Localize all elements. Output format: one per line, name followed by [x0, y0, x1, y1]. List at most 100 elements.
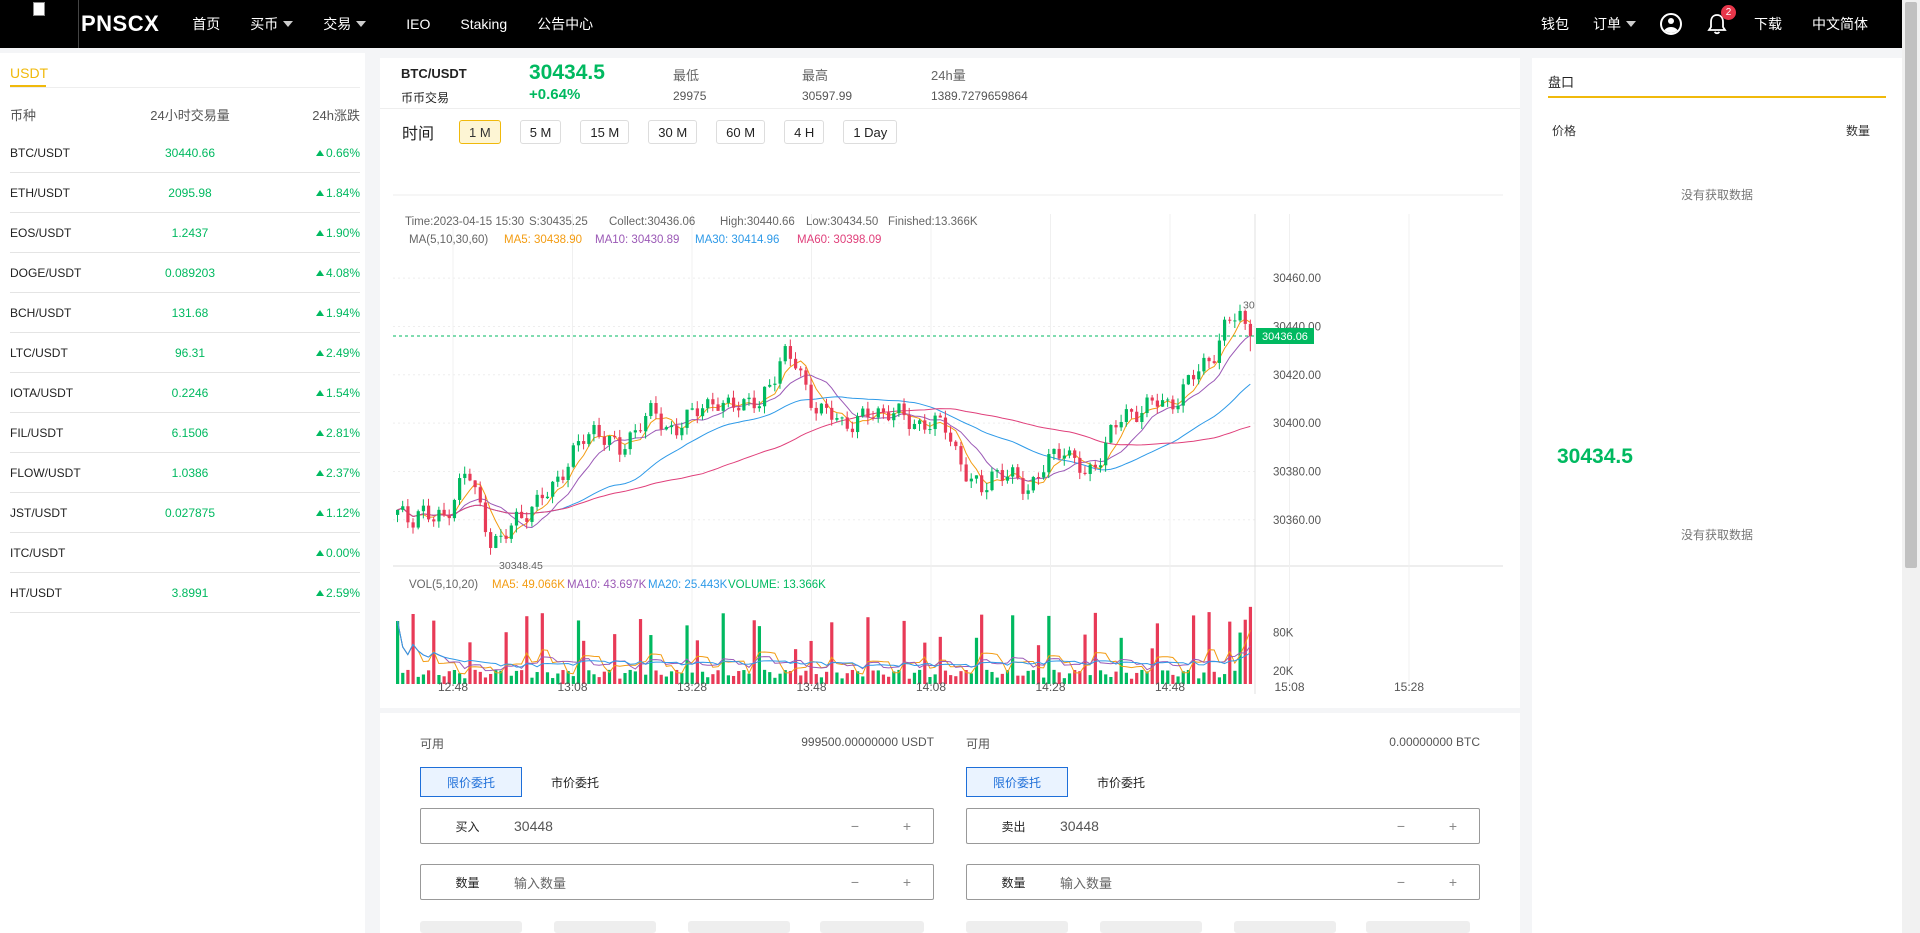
volume-bar: [783, 670, 787, 684]
sell-price-increment[interactable]: +: [1448, 818, 1458, 834]
nav-staking[interactable]: Staking: [460, 16, 507, 32]
tab-usdt[interactable]: USDT: [10, 65, 48, 87]
candle-body: [778, 361, 782, 384]
candle-body: [1160, 400, 1165, 407]
percent-option-placeholder[interactable]: [820, 921, 924, 933]
sell-amount-increment[interactable]: +: [1448, 874, 1458, 890]
candle-body: [1243, 310, 1247, 324]
nav-orders[interactable]: 订单: [1593, 14, 1636, 34]
percent-option-placeholder[interactable]: [1234, 921, 1336, 933]
tab-order-book[interactable]: 盘口: [1548, 75, 1575, 90]
nav-announcements-label: 公告中心: [537, 16, 594, 32]
nav-announcements[interactable]: 公告中心: [537, 14, 593, 34]
language-selector[interactable]: 中文简体: [1812, 16, 1868, 32]
candle-body: [814, 407, 818, 414]
market-row[interactable]: FLOW/USDT 1.0386 2.37%: [10, 453, 360, 493]
sell-market-tab[interactable]: 市价委托: [1096, 775, 1145, 790]
market-row[interactable]: FIL/USDT 6.1506 2.81%: [10, 413, 360, 453]
scrollbar-thumb[interactable]: [1905, 2, 1917, 568]
nav-buy-coin[interactable]: 买币: [250, 14, 294, 34]
sell-price-decrement[interactable]: −: [1396, 818, 1406, 834]
market-row[interactable]: DOGE/USDT 0.089203 4.08%: [10, 253, 360, 293]
volume-bar: [664, 676, 668, 684]
buy-amount-input[interactable]: 输入数量: [514, 875, 567, 891]
buy-price-field[interactable]: 买入 30448 − +: [420, 808, 934, 844]
sell-price-input[interactable]: 30448: [1060, 818, 1099, 834]
percent-option-placeholder[interactable]: [688, 921, 790, 933]
sell-amount-field[interactable]: 数量 输入数量 − +: [966, 864, 1480, 900]
sell-amount-input[interactable]: 输入数量: [1060, 875, 1113, 891]
volume-bar: [1114, 671, 1118, 684]
volume-bar: [881, 674, 886, 684]
market-row[interactable]: BTC/USDT 30440.66 0.66%: [10, 133, 360, 173]
time-tick-label: 13:28: [677, 680, 707, 694]
market-row[interactable]: LTC/USDT 96.31 2.49%: [10, 333, 360, 373]
ma-legend-label: MA(5,10,30,60): [409, 234, 488, 246]
buy-market-tab[interactable]: 市价委托: [550, 775, 599, 790]
market-row[interactable]: HT/USDT 3.8991 2.59%: [10, 573, 360, 613]
buy-amount-field[interactable]: 数量 输入数量 − +: [420, 864, 934, 900]
percent-option-placeholder[interactable]: [966, 921, 1068, 933]
buy-price-decrement[interactable]: −: [850, 818, 860, 834]
percent-option-placeholder[interactable]: [1100, 921, 1202, 933]
nav-home[interactable]: 首页: [192, 14, 220, 34]
candle-body: [1036, 477, 1041, 479]
period-15m[interactable]: 15 M: [580, 120, 630, 144]
market-row[interactable]: BCH/USDT 131.68 1.94%: [10, 293, 360, 333]
percent-option-placeholder[interactable]: [420, 921, 522, 933]
volume-bar: [406, 669, 410, 684]
header-volume: 24小时交易量: [150, 108, 230, 123]
volume-bar: [928, 676, 932, 684]
volume-bar: [866, 617, 870, 684]
volume-bar: [788, 670, 793, 684]
market-row[interactable]: ITC/USDT 0.00%: [10, 533, 360, 573]
volume-bar: [401, 672, 405, 684]
sell-amount-decrement[interactable]: −: [1396, 874, 1406, 890]
period-4h[interactable]: 4 H: [784, 120, 825, 144]
nav-ieo[interactable]: IEO: [406, 16, 430, 32]
vol-ma10-legend: MA10: 43.697K: [567, 579, 647, 591]
candle-body: [861, 408, 865, 417]
candle-body: [907, 415, 911, 430]
header-change: 24h涨跌: [312, 108, 360, 123]
nav-download[interactable]: 下载: [1754, 16, 1782, 32]
volume-bar: [416, 676, 420, 684]
period-5m[interactable]: 5 M: [519, 120, 562, 144]
period-60m[interactable]: 60 M: [716, 120, 766, 144]
volume-bar: [644, 674, 648, 684]
logo[interactable]: [29, 0, 79, 48]
volume-bar: [1150, 648, 1154, 684]
nav-wallet[interactable]: 钱包: [1541, 16, 1569, 32]
candle-body: [1166, 399, 1170, 401]
market-row[interactable]: IOTA/USDT 0.2246 1.54%: [10, 373, 360, 413]
nav-trade[interactable]: 交易: [323, 14, 367, 34]
volume-bar: [706, 677, 710, 684]
market-row[interactable]: ETH/USDT 2095.98 1.84%: [10, 173, 360, 213]
volume-bar: [1166, 670, 1170, 684]
notifications-button[interactable]: 2: [1706, 5, 1736, 35]
sell-limit-tab[interactable]: 限价委托: [966, 767, 1068, 797]
sell-price-field[interactable]: 卖出 30448 − +: [966, 808, 1480, 844]
buy-price-increment[interactable]: +: [902, 818, 912, 834]
period-30m[interactable]: 30 M: [648, 120, 698, 144]
period-1m[interactable]: 1 M: [459, 120, 501, 144]
kline-chart[interactable]: Time:2023-04-15 15:30 S:30435.25 Collect…: [393, 154, 1513, 694]
user-account-button[interactable]: [1660, 13, 1682, 35]
market-row[interactable]: JST/USDT 0.027875 1.12%: [10, 493, 360, 533]
buy-limit-tab[interactable]: 限价委托: [420, 767, 522, 797]
volume-bar: [773, 677, 777, 684]
candle-body: [1119, 421, 1123, 428]
percent-option-placeholder[interactable]: [554, 921, 656, 933]
volume-tick-label: 80K: [1273, 628, 1294, 640]
brand-name[interactable]: PNSCX: [81, 11, 160, 36]
buy-price-input[interactable]: 30448: [514, 818, 553, 834]
page-scrollbar[interactable]: [1902, 0, 1920, 933]
market-row[interactable]: EOS/USDT 1.2437 1.90%: [10, 213, 360, 253]
period-1day[interactable]: 1 Day: [843, 120, 898, 144]
volume-bar: [602, 671, 606, 684]
candle-body: [845, 417, 849, 429]
buy-amount-increment[interactable]: +: [902, 874, 912, 890]
volume-bar: [1202, 672, 1206, 684]
buy-amount-decrement[interactable]: −: [850, 874, 860, 890]
percent-option-placeholder[interactable]: [1366, 921, 1470, 933]
